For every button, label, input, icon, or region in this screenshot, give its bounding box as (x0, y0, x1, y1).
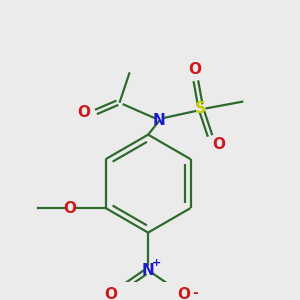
Text: O: O (212, 136, 225, 152)
Text: O: O (189, 62, 202, 77)
Text: -: - (192, 286, 198, 300)
Text: N: N (153, 113, 166, 128)
Text: S: S (195, 101, 206, 116)
Text: O: O (78, 106, 91, 121)
Text: O: O (177, 287, 190, 300)
Text: O: O (63, 201, 76, 216)
Text: +: + (152, 258, 161, 268)
Text: O: O (104, 287, 117, 300)
Text: N: N (142, 263, 154, 278)
